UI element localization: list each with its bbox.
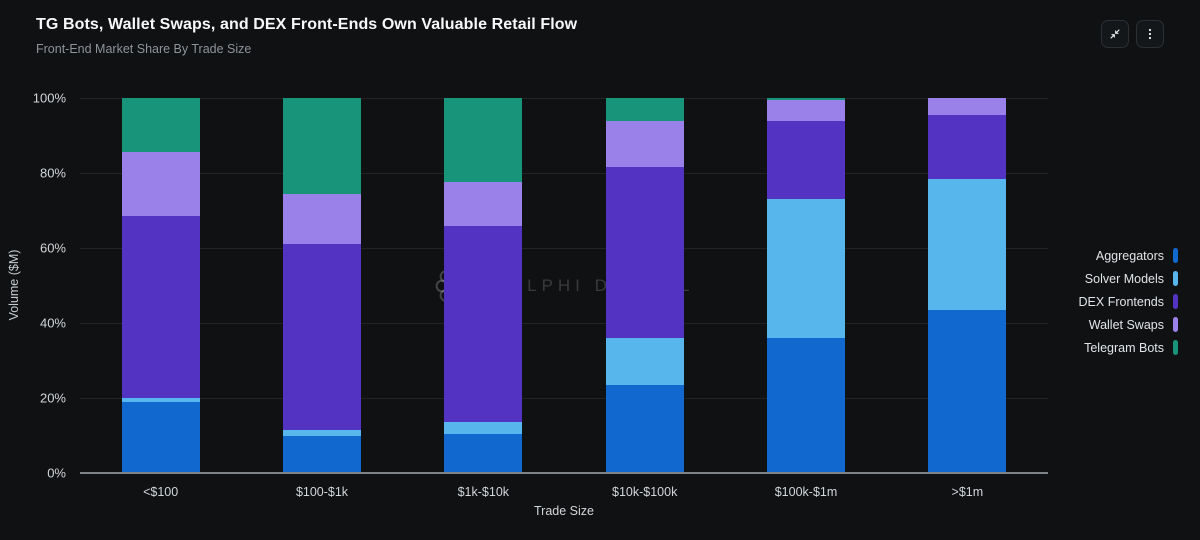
bar-segment-wallet-swaps[interactable] [767, 99, 845, 121]
bar-segment-solver-models[interactable] [283, 429, 361, 436]
bar-segment-dex-frontends[interactable] [283, 244, 361, 430]
legend-item-solver-models[interactable]: Solver Models [1079, 271, 1178, 286]
x-axis-line [80, 472, 1048, 474]
bar-segment-wallet-swaps[interactable] [928, 98, 1007, 115]
x-tick-label: $100-$1k [295, 485, 349, 499]
x-tick-label: <$100 [143, 485, 179, 499]
gridline [80, 323, 1048, 324]
legend-item-dex-frontends[interactable]: DEX Frontends [1079, 294, 1178, 309]
bar-segment-aggregators[interactable] [605, 384, 684, 473]
bar-segment-aggregators[interactable] [767, 338, 845, 473]
bar-segment-dex-frontends[interactable] [767, 120, 845, 200]
y-axis-title: Volume ($M) [7, 249, 21, 321]
collapse-button[interactable] [1101, 20, 1129, 48]
kebab-menu-icon [1148, 28, 1152, 40]
chart-header: TG Bots, Wallet Swaps, and DEX Front-End… [36, 16, 1164, 56]
bar-segment-telegram-bots[interactable] [444, 98, 523, 183]
x-axis-title: Trade Size [534, 504, 594, 518]
bar-segment-dex-frontends[interactable] [605, 167, 684, 338]
legend-label: Telegram Bots [1084, 340, 1164, 355]
bar-segment-aggregators[interactable] [444, 433, 523, 473]
y-tick-label: 20% [39, 390, 66, 406]
x-tick-label: >$1m [951, 485, 984, 499]
legend-item-wallet-swaps[interactable]: Wallet Swaps [1079, 317, 1178, 332]
y-tick-label: 60% [39, 240, 66, 256]
chart-toolbar [1101, 20, 1164, 48]
bar-$100-$1k[interactable] [283, 98, 361, 473]
bar-<$100[interactable] [121, 98, 200, 473]
legend-label: Aggregators [1095, 248, 1164, 263]
bar-segment-dex-frontends[interactable] [928, 114, 1007, 179]
legend-swatch [1173, 317, 1178, 332]
bar-segment-telegram-bots[interactable] [121, 98, 200, 153]
bar-segment-dex-frontends[interactable] [444, 225, 523, 423]
compress-icon [1110, 29, 1120, 39]
x-tick-label: $100k-$1m [774, 485, 838, 499]
y-tick-label: 80% [39, 165, 66, 181]
y-tick-label: 0% [47, 465, 66, 481]
bar-segment-telegram-bots[interactable] [767, 98, 845, 100]
plot-area: DELPHI DIGITAL 0% 20% 40% 60% 80% 100% [33, 91, 1048, 481]
legend-label: DEX Frontends [1078, 294, 1164, 309]
bar-segment-wallet-swaps[interactable] [444, 182, 523, 226]
bar-$100k-$1m[interactable] [767, 98, 845, 473]
bar-segment-solver-models[interactable] [767, 199, 845, 338]
bar-segment-solver-models[interactable] [121, 398, 200, 402]
legend-label: Wallet Swaps [1088, 317, 1164, 332]
more-options-button[interactable] [1136, 20, 1164, 48]
bar-segment-solver-models[interactable] [605, 338, 684, 385]
legend-swatch [1173, 271, 1178, 286]
legend-swatch [1173, 248, 1178, 263]
legend-label: Solver Models [1084, 271, 1164, 286]
bar-segment-telegram-bots[interactable] [283, 98, 361, 194]
y-tick-label: 100% [32, 90, 66, 106]
x-tick-label: $10k-$100k [611, 485, 678, 499]
bar-$10k-$100k[interactable] [605, 98, 684, 473]
bar-segment-dex-frontends[interactable] [121, 216, 200, 398]
gridline [80, 248, 1048, 249]
bar-segment-telegram-bots[interactable] [605, 98, 684, 121]
gridline [80, 173, 1048, 174]
bar-segment-aggregators[interactable] [928, 309, 1007, 473]
bar-$1k-$10k[interactable] [444, 98, 523, 473]
bar-segment-aggregators[interactable] [283, 435, 361, 473]
bar->$1m[interactable] [928, 98, 1007, 473]
bar-segment-solver-models[interactable] [928, 178, 1007, 310]
chart-subtitle: Front-End Market Share By Trade Size [36, 42, 252, 56]
legend-item-aggregators[interactable]: Aggregators [1079, 248, 1178, 263]
chart-legend: Aggregators Solver Models DEX Frontends Wal… [1079, 248, 1178, 355]
bar-segment-wallet-swaps[interactable] [121, 152, 200, 217]
page-title: TG Bots, Wallet Swaps, and DEX Front-End… [36, 16, 578, 33]
bar-segment-solver-models[interactable] [444, 422, 523, 434]
bar-segment-aggregators[interactable] [121, 401, 200, 473]
bar-segment-wallet-swaps[interactable] [605, 120, 684, 168]
legend-item-telegram-bots[interactable]: Telegram Bots [1079, 340, 1178, 355]
gridline [80, 98, 1048, 99]
y-tick-label: 40% [39, 315, 66, 331]
legend-swatch [1173, 340, 1178, 355]
gridline [80, 398, 1048, 399]
bar-segment-wallet-swaps[interactable] [283, 193, 361, 245]
legend-swatch [1173, 294, 1178, 309]
x-tick-label: $1k-$10k [457, 485, 510, 499]
